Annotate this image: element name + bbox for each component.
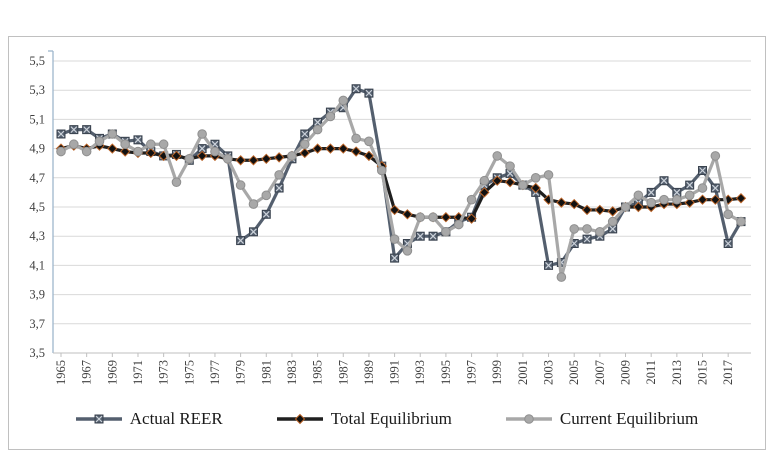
svg-text:5,1: 5,1 (29, 112, 45, 126)
svg-text:1991: 1991 (388, 360, 402, 385)
svg-text:3,7: 3,7 (29, 317, 45, 331)
line-chart-figure: 3,5 3,7 3,9 4,1 4,3 4,5 4,7 4,9 5,1 5,3 5,5 1965 196… (8, 36, 766, 450)
svg-text:1969: 1969 (105, 360, 119, 385)
svg-text:2005: 2005 (567, 360, 581, 385)
svg-text:2003: 2003 (542, 360, 556, 385)
svg-text:4,1: 4,1 (29, 258, 45, 272)
svg-text:2009: 2009 (619, 360, 633, 385)
svg-text:2007: 2007 (593, 360, 607, 385)
svg-text:1979: 1979 (234, 360, 248, 385)
chart-canvas: 3,5 3,7 3,9 4,1 4,3 4,5 4,7 4,9 5,1 5,3 5,5 1965 196… (29, 50, 751, 385)
svg-text:4,7: 4,7 (29, 171, 45, 185)
svg-text:4,5: 4,5 (29, 200, 45, 214)
svg-text:5,3: 5,3 (29, 83, 45, 97)
svg-text:1987: 1987 (336, 360, 350, 385)
svg-text:1971: 1971 (131, 360, 145, 385)
svg-text:2011: 2011 (644, 360, 658, 385)
svg-text:2013: 2013 (670, 360, 684, 385)
svg-text:1973: 1973 (157, 360, 171, 385)
series-actual-reer (56, 84, 746, 270)
svg-text:1977: 1977 (208, 360, 222, 385)
svg-text:1983: 1983 (285, 360, 299, 385)
svg-text:5,5: 5,5 (29, 54, 45, 68)
legend-label: Current Equilibrium (559, 409, 699, 428)
svg-text:1967: 1967 (80, 360, 94, 385)
legend-item-actual-reer: Actual REER (75, 409, 223, 429)
series-current-equilibrium (56, 95, 746, 282)
svg-text:1965: 1965 (54, 360, 68, 385)
svg-text:4,9: 4,9 (29, 142, 45, 156)
svg-text:1995: 1995 (439, 360, 453, 385)
svg-text:1975: 1975 (182, 360, 196, 385)
svg-text:2017: 2017 (721, 360, 735, 385)
svg-text:1993: 1993 (413, 360, 427, 385)
svg-text:1997: 1997 (465, 360, 479, 385)
svg-text:1989: 1989 (362, 360, 376, 385)
legend-swatch-circle (505, 414, 552, 424)
legend-item-current-equilibrium: Current Equilibrium (505, 409, 699, 429)
svg-text:2015: 2015 (696, 360, 710, 385)
svg-text:3,5: 3,5 (29, 346, 45, 360)
svg-text:1999: 1999 (490, 360, 504, 385)
svg-text:3,9: 3,9 (29, 288, 45, 302)
legend-swatch-square-x (75, 414, 122, 424)
svg-text:1985: 1985 (311, 360, 325, 385)
legend-item-total-equilibrium: Total Equilibrium (276, 409, 452, 429)
series-total-equilibrium (55, 140, 747, 224)
legend-label: Total Equilibrium (330, 409, 452, 428)
legend-swatch-diamond (276, 413, 323, 425)
svg-text:1981: 1981 (259, 360, 273, 385)
svg-text:2001: 2001 (516, 360, 530, 385)
chart-legend: Actual REER Total Equilibrium Current Equi… (9, 397, 765, 441)
legend-label: Actual REER (129, 409, 223, 428)
svg-text:4,3: 4,3 (29, 229, 45, 243)
